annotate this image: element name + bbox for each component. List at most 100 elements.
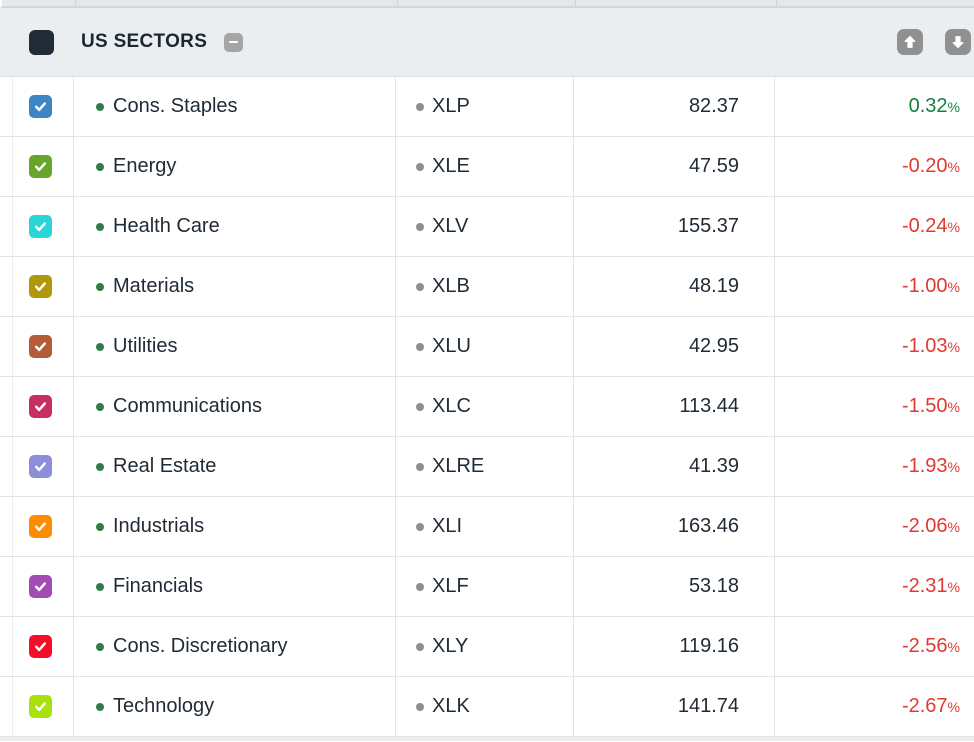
table-row: Utilities XLU 42.95 -1.03% <box>0 317 974 377</box>
row-checkbox[interactable] <box>29 455 52 478</box>
sector-name-cell[interactable]: Technology <box>74 677 396 736</box>
check-icon <box>34 102 47 112</box>
row-checkbox[interactable] <box>29 155 52 178</box>
row-checkbox-cell <box>0 317 74 376</box>
row-checkbox[interactable] <box>29 395 52 418</box>
sector-name-cell[interactable]: Cons. Staples <box>74 77 396 136</box>
check-icon <box>34 642 47 652</box>
sector-name-cell[interactable]: Health Care <box>74 197 396 256</box>
row-checkbox[interactable] <box>29 575 52 598</box>
price-cell: 47.59 <box>574 137 775 196</box>
sliver-cell <box>2 0 76 6</box>
price-cell: 119.16 <box>574 617 775 676</box>
sector-name: Cons. Staples <box>113 95 238 117</box>
percent-sign: % <box>947 99 960 115</box>
ticker-symbol: XLI <box>432 515 463 537</box>
row-checkbox[interactable] <box>29 215 52 238</box>
ticker-cell[interactable]: XLU <box>396 317 574 376</box>
status-dot-icon <box>96 102 104 111</box>
sector-name: Utilities <box>113 335 178 357</box>
status-dot-icon <box>96 582 104 591</box>
ticker-symbol: XLP <box>432 95 470 117</box>
collapse-group-button[interactable] <box>224 32 244 52</box>
percent-change: 0.32% <box>909 95 960 118</box>
row-checkbox[interactable] <box>29 335 52 358</box>
percent-sign: % <box>947 279 960 295</box>
sector-name: Real Estate <box>113 455 217 477</box>
row-checkbox-cell <box>0 437 74 496</box>
last-price: 163.46 <box>677 515 739 537</box>
group-checkbox-cell <box>0 29 74 55</box>
percent-sign: % <box>947 639 960 655</box>
sector-name-cell[interactable]: Materials <box>74 257 396 316</box>
ticker-cell[interactable]: XLK <box>396 677 574 736</box>
sector-name-cell[interactable]: Communications <box>74 377 396 436</box>
table-row: Financials XLF 53.18 -2.31% <box>0 557 974 617</box>
ticker-cell[interactable]: XLC <box>396 377 574 436</box>
ticker-cell[interactable]: XLE <box>396 137 574 196</box>
sector-name: Materials <box>113 275 195 297</box>
status-dot-icon <box>96 342 104 351</box>
ticker-symbol: XLE <box>432 155 470 177</box>
sector-name-cell[interactable]: Energy <box>74 137 396 196</box>
ticker-cell[interactable]: XLP <box>396 77 574 136</box>
ticker-dot-icon <box>416 702 424 711</box>
ticker-dot-icon <box>416 162 424 171</box>
percent-sign: % <box>947 159 960 175</box>
table-row: Cons. Discretionary XLY 119.16 -2.56% <box>0 617 974 677</box>
ticker-cell[interactable]: XLB <box>396 257 574 316</box>
percent-change-value: -1.93 <box>901 455 948 477</box>
last-price: 113.44 <box>679 395 739 417</box>
partial-row-below <box>0 737 974 741</box>
move-group-down-button[interactable] <box>945 29 971 55</box>
percent-change-value: -0.20 <box>901 155 948 177</box>
sector-name-cell[interactable]: Real Estate <box>74 437 396 496</box>
ticker-cell[interactable]: XLRE <box>396 437 574 496</box>
sector-name: Industrials <box>113 515 205 537</box>
row-checkbox[interactable] <box>29 275 52 298</box>
move-group-up-button[interactable] <box>897 29 923 55</box>
ticker-cell[interactable]: XLI <box>396 497 574 556</box>
ticker-cell[interactable]: XLF <box>396 557 574 616</box>
check-icon <box>34 462 47 472</box>
row-checkbox[interactable] <box>29 695 52 718</box>
last-price: 42.95 <box>688 335 739 357</box>
row-checkbox-cell <box>0 617 74 676</box>
percent-change-value: -2.31 <box>901 575 948 597</box>
table-row: Energy XLE 47.59 -0.20% <box>0 137 974 197</box>
row-checkbox[interactable] <box>29 95 52 118</box>
ticker-dot-icon <box>416 402 424 411</box>
table-row: Materials XLB 48.19 -1.00% <box>0 257 974 317</box>
sector-name-cell[interactable]: Cons. Discretionary <box>74 617 396 676</box>
last-price: 82.37 <box>688 95 739 117</box>
group-checkbox[interactable] <box>28 29 54 55</box>
sector-name-cell[interactable]: Financials <box>74 557 396 616</box>
sector-name-cell[interactable]: Industrials <box>74 497 396 556</box>
ticker-symbol: XLRE <box>432 455 485 477</box>
ticker-dot-icon <box>416 222 424 231</box>
table-row: Real Estate XLRE 41.39 -1.93% <box>0 437 974 497</box>
sliver-cell <box>76 0 398 6</box>
ticker-cell[interactable]: XLV <box>396 197 574 256</box>
price-cell: 113.44 <box>574 377 775 436</box>
table-row: Cons. Staples XLP 82.37 0.32% <box>0 77 974 137</box>
status-dot-icon <box>96 282 104 291</box>
sector-name-cell[interactable]: Utilities <box>74 317 396 376</box>
percent-change-value: -0.24 <box>901 215 948 237</box>
percent-sign: % <box>947 399 960 415</box>
ticker-cell[interactable]: XLY <box>396 617 574 676</box>
status-dot-icon <box>96 702 104 711</box>
percent-sign: % <box>947 339 960 355</box>
row-checkbox[interactable] <box>29 515 52 538</box>
price-cell: 163.46 <box>574 497 775 556</box>
percent-change-value: 0.32 <box>908 95 948 117</box>
change-cell: 0.32% <box>775 77 974 136</box>
percent-change-value: -2.67 <box>901 695 948 717</box>
percent-change: -0.20% <box>902 155 960 178</box>
row-checkbox-cell <box>0 137 74 196</box>
percent-change: -2.31% <box>902 575 960 598</box>
table-row: Communications XLC 113.44 -1.50% <box>0 377 974 437</box>
ticker-symbol: XLY <box>432 635 469 657</box>
sector-name: Health Care <box>113 215 220 237</box>
row-checkbox[interactable] <box>29 635 52 658</box>
